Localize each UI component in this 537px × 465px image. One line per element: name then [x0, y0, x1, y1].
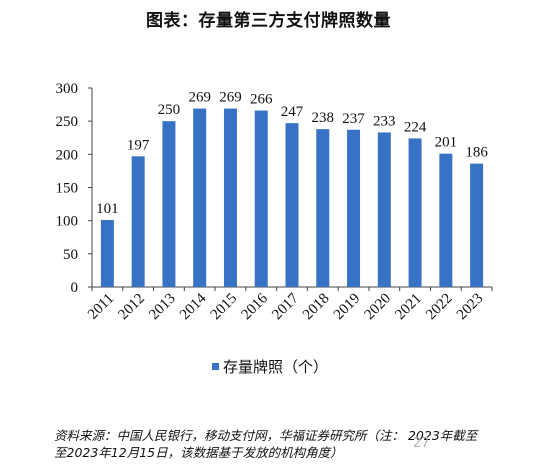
- x-tick-label: 2021: [392, 291, 425, 324]
- x-tick-label: 2011: [85, 291, 117, 323]
- bar: [316, 129, 330, 287]
- x-tick-label: 2013: [146, 291, 179, 324]
- source-line-1: 资料来源：中国人民银行，移动支付网，华福证券研究所（注： 2023年截至: [54, 428, 478, 443]
- bar: [193, 108, 207, 288]
- data-label: 201: [435, 135, 458, 151]
- legend: 存量牌照（个）: [212, 356, 328, 377]
- data-labels: 101 197 250 269 269 266 247 238 237 233 224 201 186: [96, 90, 488, 217]
- data-label: 101: [96, 201, 119, 217]
- data-label: 186: [465, 145, 488, 161]
- x-tick-label: 2017: [269, 290, 302, 323]
- bar: [470, 163, 484, 287]
- bar: [347, 129, 361, 287]
- y-tick-label: 0: [71, 280, 79, 296]
- data-label: 266: [250, 92, 273, 108]
- bar: [254, 110, 268, 287]
- legend-label: 存量牌照（个）: [223, 358, 329, 376]
- source-line-2: 至2023年12月15日，该数据基于发放的机构角度）: [54, 445, 343, 460]
- bar: [408, 138, 422, 287]
- y-tick-label: 150: [56, 181, 79, 197]
- data-label: 247: [281, 104, 304, 120]
- data-label: 269: [188, 90, 211, 106]
- y-tick-label: 100: [56, 214, 79, 230]
- bars: [100, 108, 484, 288]
- chart-title: 图表：存量第三方支付牌照数量: [146, 11, 391, 31]
- bar: [377, 132, 391, 287]
- bar: [131, 156, 145, 287]
- legend-swatch: [212, 363, 219, 370]
- source-note: 资料来源：中国人民银行，移动支付网，华福证券研究所（注： 2023年截至 至20…: [54, 427, 534, 461]
- bar: [162, 121, 176, 288]
- data-label: 250: [158, 102, 181, 118]
- y-tick-label: 200: [56, 147, 79, 163]
- x-tick-label: 2015: [208, 291, 241, 324]
- bar: [285, 123, 299, 287]
- x-tick-label: 2023: [454, 291, 487, 324]
- x-tick-label: 2019: [331, 291, 364, 324]
- x-tick-label: 2022: [423, 291, 456, 324]
- x-tick-label: 2018: [300, 291, 333, 324]
- page-number: 27: [413, 436, 430, 451]
- y-tick-label: 50: [63, 247, 78, 263]
- x-tick-label: 2012: [115, 291, 148, 324]
- data-label: 197: [127, 137, 150, 153]
- data-label: 238: [312, 110, 335, 126]
- x-tick-label: 2014: [177, 290, 210, 323]
- bar: [100, 220, 114, 287]
- x-tick-label: 2016: [239, 290, 272, 323]
- data-label: 224: [404, 119, 427, 135]
- data-label: 269: [219, 90, 242, 106]
- data-label: 233: [373, 113, 396, 129]
- bar: [223, 108, 237, 288]
- data-label: 237: [342, 111, 365, 127]
- x-axis: 2011201220132014201520162017201820192020…: [85, 286, 493, 324]
- y-tick-label: 250: [56, 114, 79, 130]
- x-tick-label: 2020: [362, 291, 395, 324]
- y-axis: 0 50 100 150 200 250 300: [56, 81, 93, 296]
- y-tick-label: 300: [56, 81, 79, 97]
- bar: [439, 153, 453, 287]
